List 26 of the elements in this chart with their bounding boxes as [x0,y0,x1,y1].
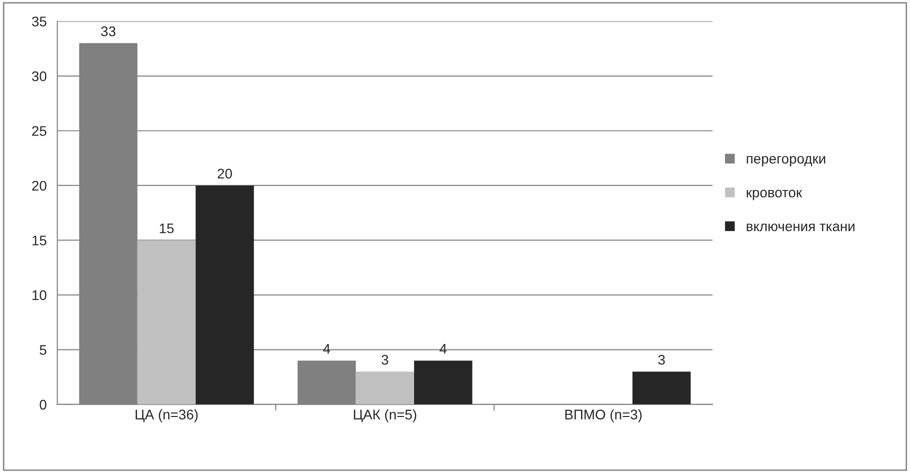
bar [356,372,414,404]
bar [196,185,254,404]
y-tick-label: 20 [32,180,46,191]
bar [137,240,196,404]
data-label: 3 [382,354,388,365]
legend-label: перегородки [746,156,826,166]
x-tick-label: ЦАК (n=5) [354,409,416,422]
x-tick-label: ВПМО (n=3) [565,409,642,422]
data-label: 3 [658,354,665,365]
y-tick-label: 25 [32,126,46,136]
bar [632,372,691,404]
data-label: 33 [101,26,116,36]
legend-label: включения ткани [746,224,854,232]
y-tick-label: 10 [32,290,46,300]
y-tick-label: 5 [40,345,46,355]
x-tick-label: ЦА (n=36) [136,409,198,422]
data-label: 4 [440,344,447,354]
data-label: 20 [218,168,232,179]
y-tick-label: 35 [32,16,46,26]
y-tick-label: 0 [40,400,46,410]
bar [414,360,472,404]
legend-label: кровоток [746,190,802,200]
data-label: 4 [323,344,330,354]
y-tick-label: 15 [32,236,46,246]
y-tick-label: 30 [32,71,46,82]
data-label: 15 [160,224,174,234]
